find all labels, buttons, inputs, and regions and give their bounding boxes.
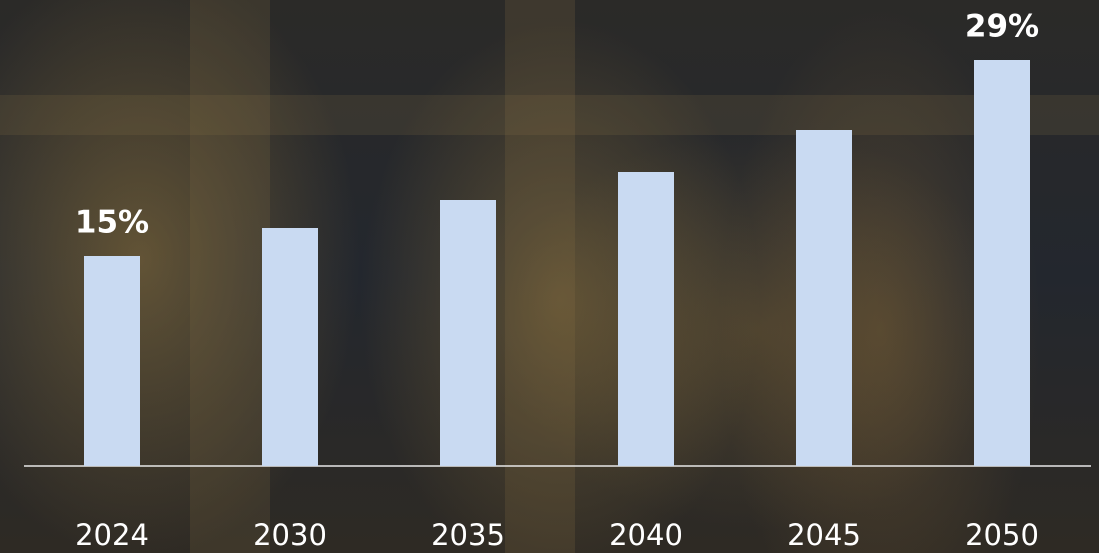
column bbox=[505, 0, 575, 553]
pipe bbox=[0, 95, 1099, 135]
bar bbox=[618, 172, 674, 466]
column bbox=[190, 0, 270, 553]
x-tick-label: 2040 bbox=[609, 518, 683, 552]
value-label: 15% bbox=[75, 205, 149, 241]
x-tick-label: 2035 bbox=[431, 518, 505, 552]
bar bbox=[84, 256, 140, 466]
x-tick-label: 2024 bbox=[75, 518, 149, 552]
bar bbox=[974, 60, 1030, 466]
x-tick-label: 2050 bbox=[965, 518, 1039, 552]
bar bbox=[440, 200, 496, 466]
value-label: 29% bbox=[965, 9, 1039, 45]
bar bbox=[262, 228, 318, 466]
x-tick-label: 2030 bbox=[253, 518, 327, 552]
x-tick-label: 2045 bbox=[787, 518, 861, 552]
bar bbox=[796, 130, 852, 466]
